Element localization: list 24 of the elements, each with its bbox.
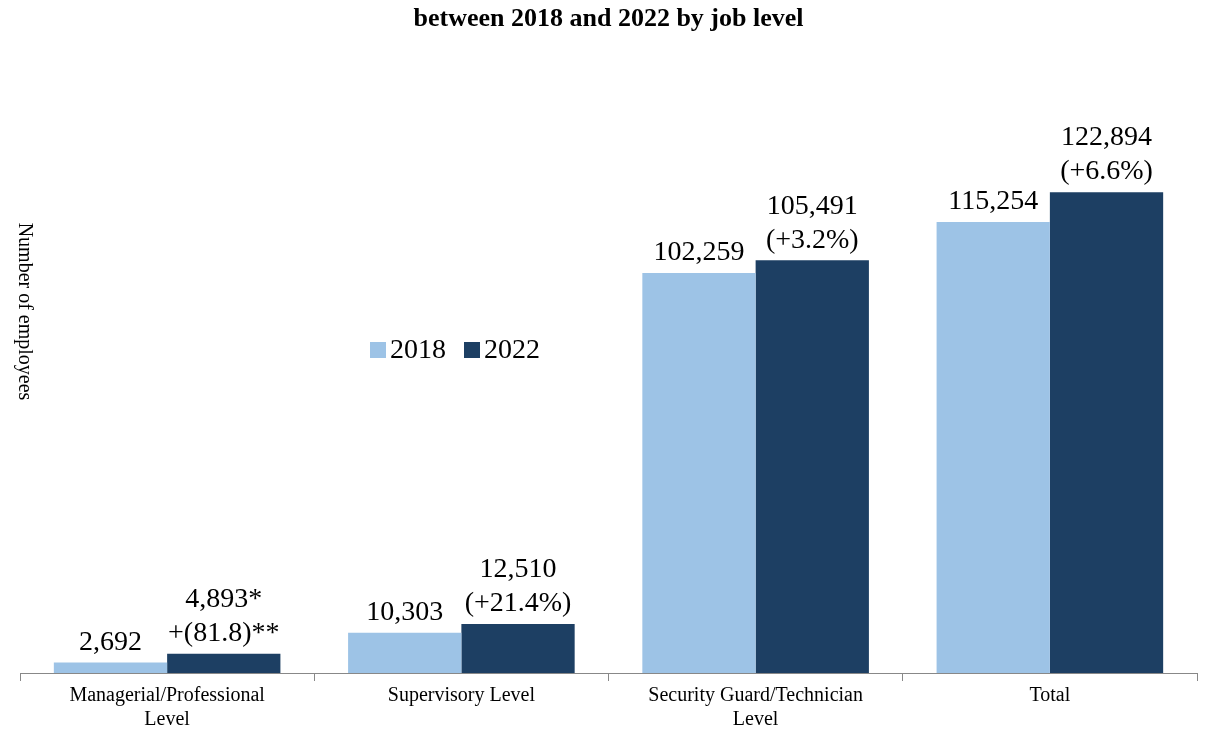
data-label: 10,303	[366, 595, 444, 627]
bar	[167, 653, 281, 673]
data-label: 4,893* +(81.8)**	[168, 582, 280, 648]
bar	[755, 260, 869, 673]
data-label: 105,491 (+3.2%)	[765, 188, 859, 254]
data-label: 2,692	[78, 624, 142, 656]
data-label: 115,254	[948, 184, 1039, 216]
x-tick-label: Managerial/Professional Level	[69, 683, 266, 730]
y-axis-title: Number of employees	[13, 221, 37, 403]
legend-label: 2022	[483, 333, 540, 365]
bar	[53, 662, 168, 673]
bar	[348, 632, 462, 673]
chart-title: between 2018 and 2022 by job level	[413, 3, 804, 33]
x-tick-label: Security Guard/Technician Level	[648, 683, 863, 730]
bar	[461, 624, 575, 673]
bar	[1049, 192, 1164, 673]
data-label: 12,510 (+21.4%)	[464, 552, 572, 618]
x-tick-label: Supervisory Level	[387, 683, 536, 707]
legend-label: 2018	[389, 333, 446, 365]
data-label: 122,894 (+6.6%)	[1060, 120, 1153, 186]
bar	[642, 272, 756, 673]
data-label: 102,259	[653, 235, 745, 267]
bar	[936, 222, 1050, 673]
x-tick-label: Total	[1029, 683, 1071, 706]
